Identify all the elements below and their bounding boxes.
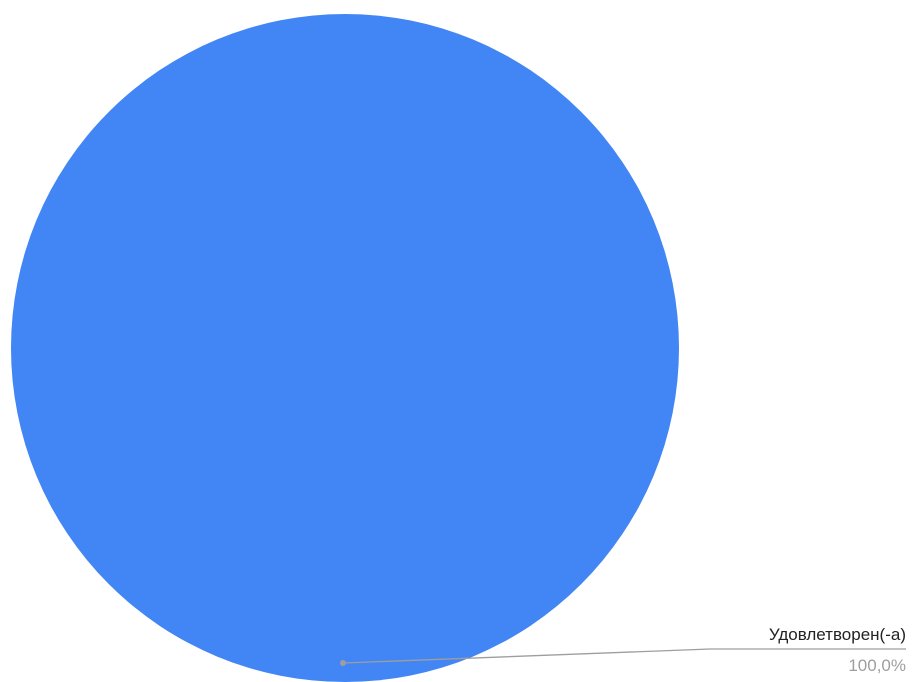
slice-label: Удовлетворен(-а) (769, 625, 906, 644)
leader-dot (340, 660, 346, 666)
pie-slice-0 (11, 14, 679, 682)
pie-slices (11, 14, 679, 682)
slice-callout: Удовлетворен(-а) 100,0% (340, 625, 906, 675)
leader-line (342, 648, 906, 664)
slice-value-label: 100,0% (848, 656, 906, 675)
